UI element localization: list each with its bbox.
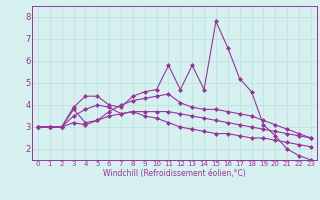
X-axis label: Windchill (Refroidissement éolien,°C): Windchill (Refroidissement éolien,°C) xyxy=(103,169,246,178)
